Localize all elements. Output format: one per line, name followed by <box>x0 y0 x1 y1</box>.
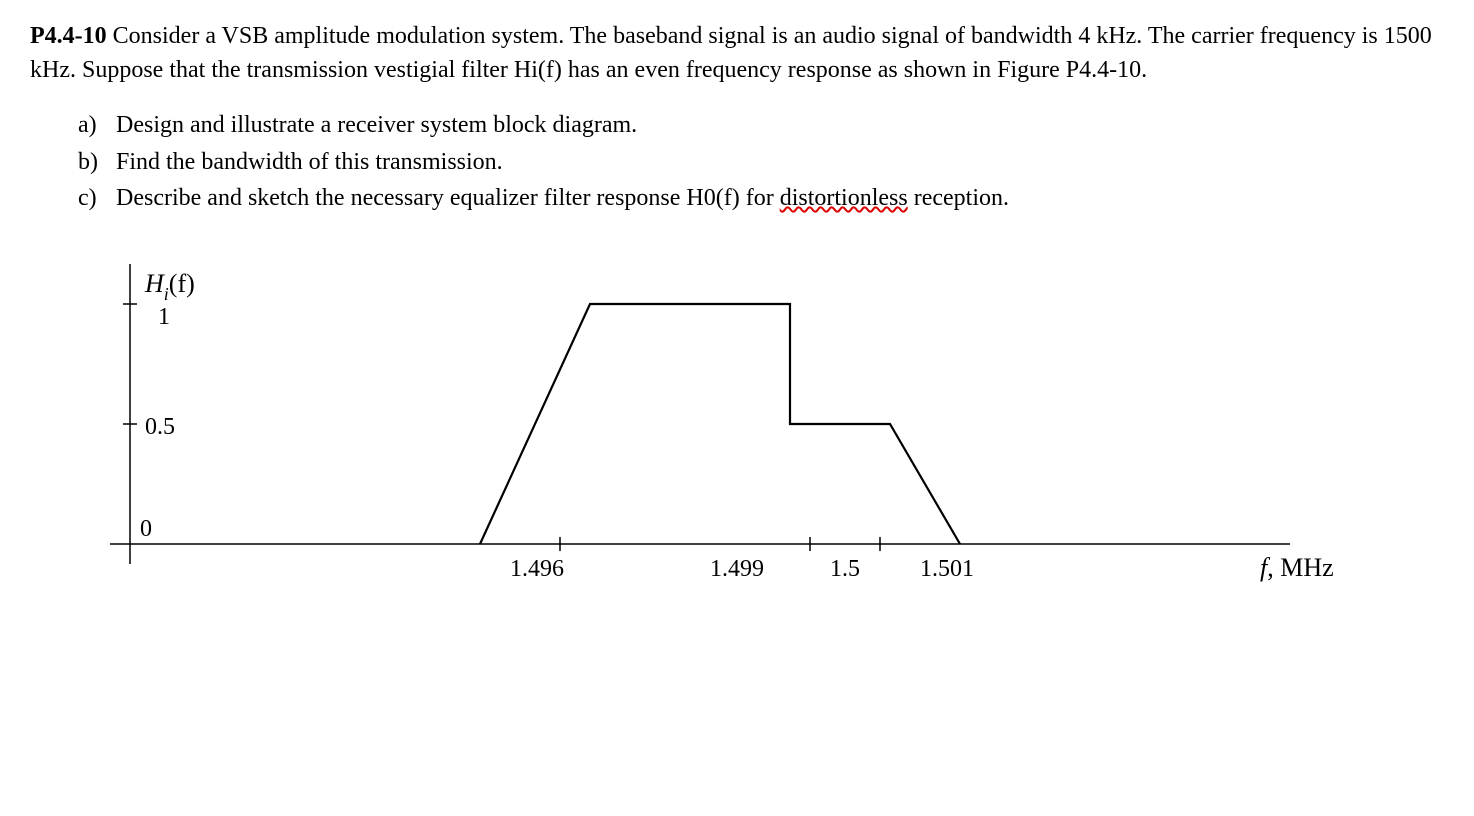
list-item-c: c) Describe and sketch the necessary equ… <box>78 182 1444 214</box>
list-item-a: a) Design and illustrate a receiver syst… <box>78 109 1444 141</box>
list-text-c: Describe and sketch the necessary equali… <box>116 182 1009 214</box>
ytick-label-05: 0.5 <box>145 414 175 440</box>
x-label-unit: , MHz <box>1267 553 1333 582</box>
problem-intro: Consider a VSB amplitude modulation syst… <box>30 23 1432 83</box>
y-label: Hi(f) <box>144 269 195 304</box>
xtick-label-1496: 1.496 <box>510 556 564 582</box>
list-text-b: Find the bandwidth of this transmission. <box>116 146 503 178</box>
x-label: f, MHz <box>1260 553 1334 582</box>
filter-response-chart: Hi(f) 1 0.5 0 1.496 1.499 1.5 1.501 f, M… <box>90 244 1390 604</box>
list-item-b: b) Find the bandwidth of this transmissi… <box>78 146 1444 178</box>
figure: Hi(f) 1 0.5 0 1.496 1.499 1.5 1.501 f, M… <box>90 244 1444 611</box>
list-c-after: reception. <box>908 185 1009 211</box>
list-text-a: Design and illustrate a receiver system … <box>116 109 637 141</box>
list-c-before: Describe and sketch the necessary equali… <box>116 185 780 211</box>
list-label-b: b) <box>78 146 116 178</box>
problem-id: P4.4-10 <box>30 23 107 49</box>
ytick-label-0: 0 <box>140 516 152 542</box>
xtick-label-1501: 1.501 <box>920 556 974 582</box>
xtick-label-1499: 1.499 <box>710 556 764 582</box>
list-c-underlined: distortionless <box>780 185 908 211</box>
question-list: a) Design and illustrate a receiver syst… <box>78 109 1444 214</box>
filter-curve <box>480 304 960 544</box>
y-label-H: H <box>144 269 165 298</box>
y-label-arg: (f) <box>169 269 195 298</box>
xtick-label-15: 1.5 <box>830 556 860 582</box>
list-label-c: c) <box>78 182 116 214</box>
problem-statement: P4.4-10 Consider a VSB amplitude modulat… <box>30 20 1444 87</box>
list-label-a: a) <box>78 109 116 141</box>
ytick-label-1: 1 <box>158 304 170 330</box>
